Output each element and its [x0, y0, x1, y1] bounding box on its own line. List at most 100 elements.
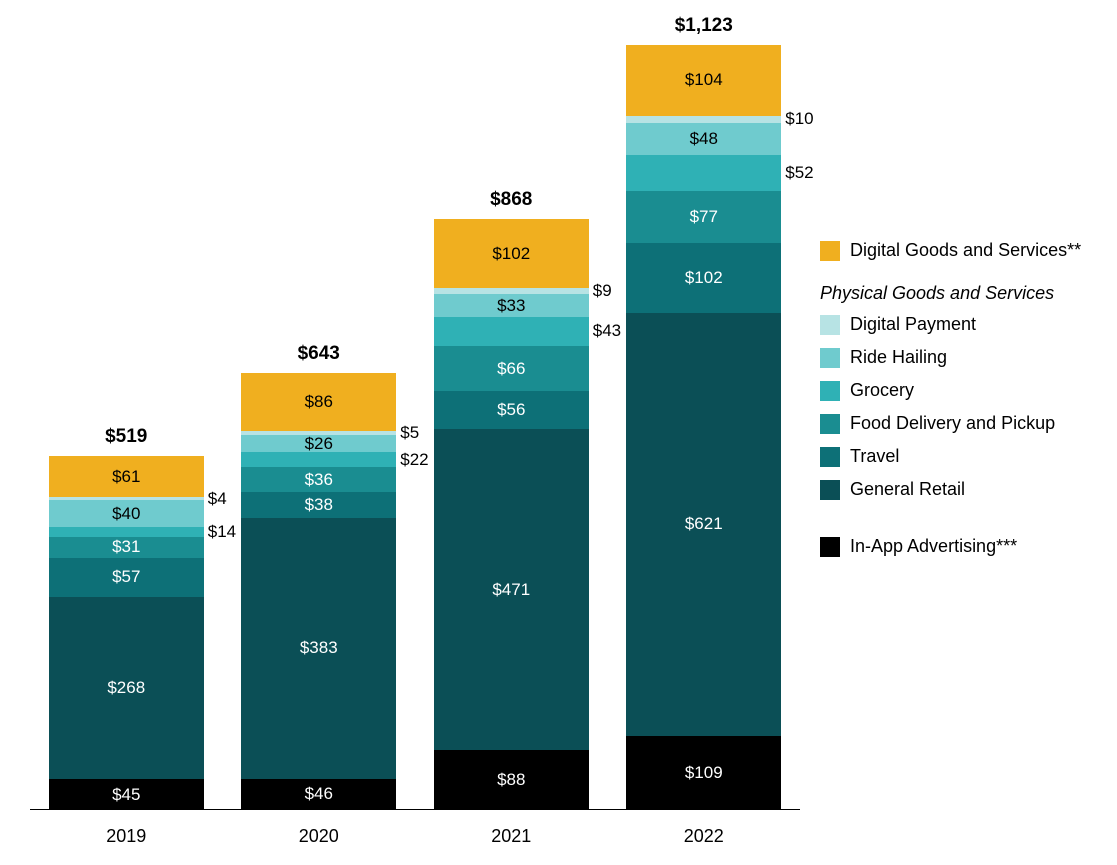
bars-row: $519$45$268$57$31$14$40$4$61$643$46$383$…: [30, 15, 800, 810]
legend-swatch: [820, 447, 840, 467]
bar-column: $1,123$109$621$102$77$52$48$10$104: [626, 15, 781, 810]
legend-group-heading: Physical Goods and Services: [820, 283, 1090, 304]
x-axis-tick-label: 2021: [434, 826, 589, 847]
bar-segment-digital_goods: $102: [434, 219, 589, 288]
bar-segment-digital_goods: $104: [626, 45, 781, 116]
segment-value-label: $102: [685, 268, 723, 288]
segment-value-label: $61: [112, 467, 140, 487]
legend-item-grocery: Grocery: [820, 380, 1090, 401]
segment-value-label: $268: [107, 678, 145, 698]
segment-value-label: $43: [593, 321, 621, 341]
bar-total-label: $643: [298, 343, 340, 365]
bar-segment-ride_hailing: $40: [49, 500, 204, 527]
bar-segment-in_app_ad: $45: [49, 779, 204, 810]
legend-label: Digital Goods and Services**: [850, 240, 1081, 261]
bar-segment-travel: $38: [241, 492, 396, 518]
x-axis-tick-label: 2019: [49, 826, 204, 847]
bar-segment-grocery: $52: [626, 155, 781, 190]
legend-item-digital_goods: Digital Goods and Services**: [820, 240, 1090, 261]
bar-segment-digital_payment: $9: [434, 288, 589, 294]
segment-value-label: $88: [497, 770, 525, 790]
bar-segment-in_app_ad: $88: [434, 750, 589, 810]
legend-item-digital_payment: Digital Payment: [820, 314, 1090, 335]
bar-segment-digital_payment: $5: [241, 431, 396, 434]
bar-segment-ride_hailing: $33: [434, 294, 589, 316]
segment-value-label: $26: [305, 434, 333, 454]
stacked-bar: $109$621$102$77$52$48$10$104: [626, 45, 781, 810]
segment-value-label: $109: [685, 763, 723, 783]
legend-swatch: [820, 315, 840, 335]
legend-swatch: [820, 537, 840, 557]
bar-segment-food_delivery: $66: [434, 346, 589, 391]
legend-item-ride_hailing: Ride Hailing: [820, 347, 1090, 368]
bar-total-label: $519: [105, 426, 147, 448]
segment-value-label: $9: [593, 281, 612, 301]
legend-swatch: [820, 381, 840, 401]
bar-segment-digital_payment: $4: [49, 497, 204, 500]
segment-value-label: $56: [497, 400, 525, 420]
bar-segment-travel: $56: [434, 391, 589, 429]
segment-value-label: $4: [208, 489, 227, 509]
bar-total-label: $868: [490, 189, 532, 211]
segment-value-label: $22: [400, 450, 428, 470]
bar-segment-ride_hailing: $26: [241, 435, 396, 453]
legend-item-general_retail: General Retail: [820, 479, 1090, 500]
bar-segment-general_retail: $383: [241, 518, 396, 779]
segment-value-label: $46: [305, 784, 333, 804]
segment-value-label: $621: [685, 514, 723, 534]
segment-value-label: $40: [112, 504, 140, 524]
legend-item-travel: Travel: [820, 446, 1090, 467]
legend-item-food_delivery: Food Delivery and Pickup: [820, 413, 1090, 434]
legend-swatch: [820, 348, 840, 368]
segment-value-label: $38: [305, 495, 333, 515]
bar-segment-food_delivery: $31: [49, 537, 204, 558]
x-axis-line: [30, 809, 800, 810]
bar-total-label: $1,123: [675, 15, 733, 37]
segment-value-label: $66: [497, 359, 525, 379]
segment-value-label: $45: [112, 785, 140, 805]
legend-label: Ride Hailing: [850, 347, 947, 368]
legend-swatch: [820, 480, 840, 500]
segment-value-label: $383: [300, 638, 338, 658]
bar-segment-travel: $102: [626, 243, 781, 312]
bar-segment-ride_hailing: $48: [626, 123, 781, 156]
bar-segment-in_app_ad: $109: [626, 736, 781, 810]
legend-label: Food Delivery and Pickup: [850, 413, 1055, 434]
bar-column: $868$88$471$56$66$43$33$9$102: [434, 189, 589, 810]
legend-swatch: [820, 414, 840, 434]
segment-value-label: $104: [685, 70, 723, 90]
bar-segment-in_app_ad: $46: [241, 779, 396, 810]
bar-segment-general_retail: $471: [434, 429, 589, 750]
bar-segment-general_retail: $621: [626, 313, 781, 736]
legend-label: Digital Payment: [850, 314, 976, 335]
legend-label: Travel: [850, 446, 899, 467]
legend-label: General Retail: [850, 479, 965, 500]
segment-value-label: $52: [785, 163, 813, 183]
legend-spacer: [820, 512, 1090, 536]
x-axis-tick-label: 2022: [626, 826, 781, 847]
x-axis-tick-label: 2020: [241, 826, 396, 847]
legend: Digital Goods and Services** Physical Goo…: [820, 0, 1090, 865]
chart-container: $519$45$268$57$31$14$40$4$61$643$46$383$…: [30, 0, 1090, 865]
segment-value-label: $33: [497, 296, 525, 316]
segment-value-label: $57: [112, 567, 140, 587]
bar-segment-grocery: $14: [49, 527, 204, 537]
x-axis-labels: 2019 2020 2021 2022: [30, 826, 800, 847]
segment-value-label: $5: [400, 423, 419, 443]
segment-value-label: $36: [305, 470, 333, 490]
bar-column: $519 $45 $268 $57 $31$14 $40 $4 $61: [49, 426, 204, 810]
segment-value-label: $31: [112, 537, 140, 557]
plot-area: $519$45$268$57$31$14$40$4$61$643$46$383$…: [30, 0, 820, 865]
legend-label: In-App Advertising***: [850, 536, 1017, 557]
segment-value-label: $14: [208, 522, 236, 542]
legend-item-in_app_ad: In-App Advertising***: [820, 536, 1090, 557]
bar-column: $643 $46 $383 $38 $36 $22$26$5 $86: [241, 343, 396, 810]
bar-segment-food_delivery: $77: [626, 191, 781, 243]
segment-value-label: $10: [785, 109, 813, 129]
bar-segment-grocery: $22: [241, 452, 396, 467]
stacked-bar: $88$471$56$66$43$33$9$102: [434, 219, 589, 810]
segment-value-label: $48: [690, 129, 718, 149]
segment-value-label: $86: [305, 392, 333, 412]
stacked-bar: $45 $268 $57 $31$14 $40 $4 $61: [49, 456, 204, 810]
bar-segment-general_retail: $268: [49, 597, 204, 780]
